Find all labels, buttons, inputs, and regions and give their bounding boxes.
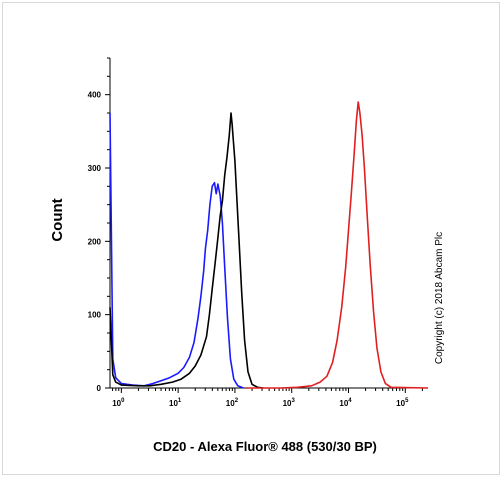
histogram-series-2 (246, 101, 429, 389)
x-tick-label: 105 (396, 398, 409, 408)
x-tick-label: 103 (283, 398, 296, 408)
series-layer (109, 101, 429, 389)
y-tick-label: 300 (88, 164, 102, 173)
y-tick-label: 100 (88, 311, 102, 320)
y-tick-label: 400 (88, 91, 102, 100)
x-axis-title: CD20 - Alexa Fluor® 488 (530/30 BP) (153, 439, 377, 454)
chart-frame (2, 2, 500, 475)
x-axis-ticks: 100 101 102 103 104 105 (112, 388, 423, 408)
x-tick-label: 101 (169, 398, 182, 408)
copyright-notice: Copyright (c) 2018 Abcam Plc (434, 232, 445, 364)
histogram-series-0 (109, 112, 244, 389)
y-axis-title: Count (49, 198, 66, 241)
y-axis-ticks: 0 100 200 300 400 (88, 57, 110, 393)
x-tick-label: 100 (112, 398, 125, 408)
x-tick-label: 104 (339, 398, 352, 408)
histogram-series-1 (109, 112, 264, 389)
y-tick-label: 200 (88, 237, 102, 246)
x-tick-label: 102 (226, 398, 239, 408)
y-tick-label: 0 (97, 384, 102, 393)
plot-area (109, 58, 428, 389)
